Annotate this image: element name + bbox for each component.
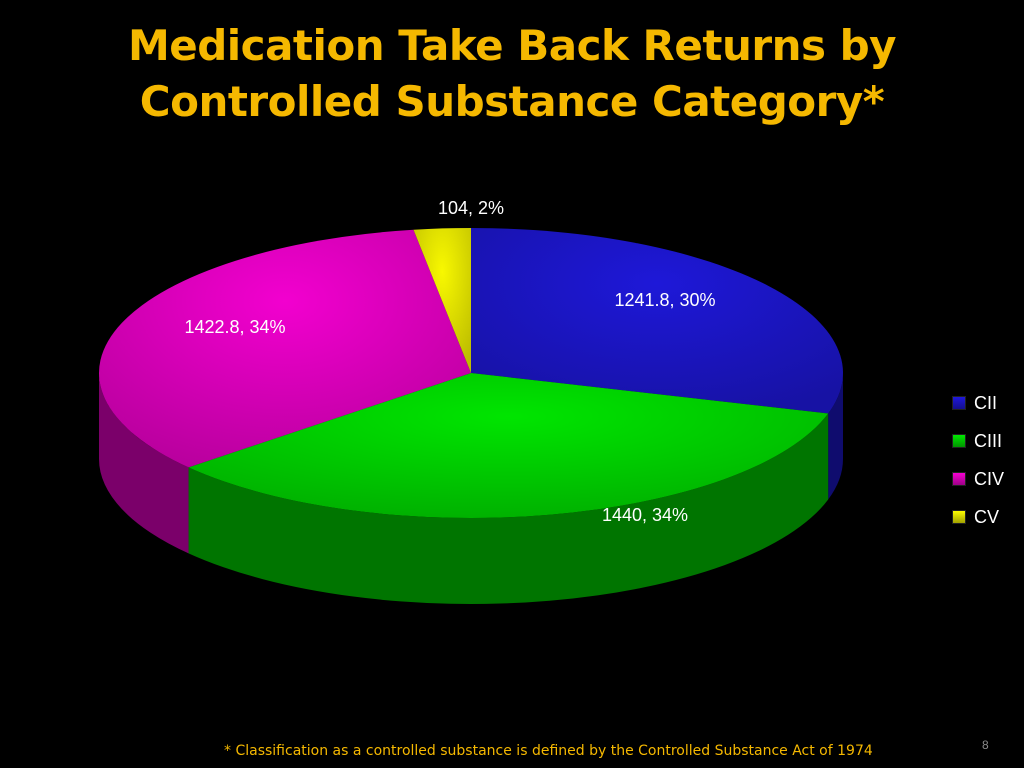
pie-side-civ: [98, 373, 189, 554]
pie-side-cii: [828, 373, 843, 500]
slide-title-line1: Medication Take Back Returns by: [127, 21, 897, 70]
legend-swatch-cii: [952, 396, 966, 410]
legend-label-civ: CIV: [974, 468, 1005, 489]
pie-slices: [99, 228, 843, 518]
legend-swatch-ciii: [952, 434, 966, 448]
legend-label-ciii: CIII: [974, 430, 1003, 451]
legend-item-civ: CIV: [952, 460, 1004, 498]
page-number: 8: [982, 738, 989, 752]
chart-legend: CII CIII CIV CV: [952, 384, 1004, 536]
pie-slice-ciii: [188, 373, 829, 518]
legend-swatch-civ: [952, 472, 966, 486]
legend-item-cii: CII: [952, 384, 1004, 422]
pie-slice-civ: [99, 229, 471, 468]
data-label-cv: 104, 2%: [438, 198, 504, 218]
legend-swatch-cv: [952, 510, 966, 524]
pie-slice-cv: [413, 228, 471, 373]
legend-item-ciii: CIII: [952, 422, 1004, 460]
legend-label-cv: CV: [974, 506, 1000, 527]
pie-sides: [98, 373, 843, 604]
data-label-ciii: 1440, 34%: [602, 505, 688, 525]
slide-title: Medication Take Back Returns by Controll…: [0, 18, 1024, 130]
pie-side-ciii: [188, 413, 829, 604]
pie-slice-cii: [471, 228, 843, 414]
data-label-civ: 1422.8, 34%: [184, 317, 285, 337]
legend-item-cv: CV: [952, 498, 1004, 536]
footnote: * Classification as a controlled substan…: [224, 743, 873, 759]
slide-title-line2: Controlled Substance Category*: [139, 77, 885, 126]
data-label-cii: 1241.8, 30%: [614, 290, 715, 310]
legend-label-cii: CII: [974, 392, 998, 413]
